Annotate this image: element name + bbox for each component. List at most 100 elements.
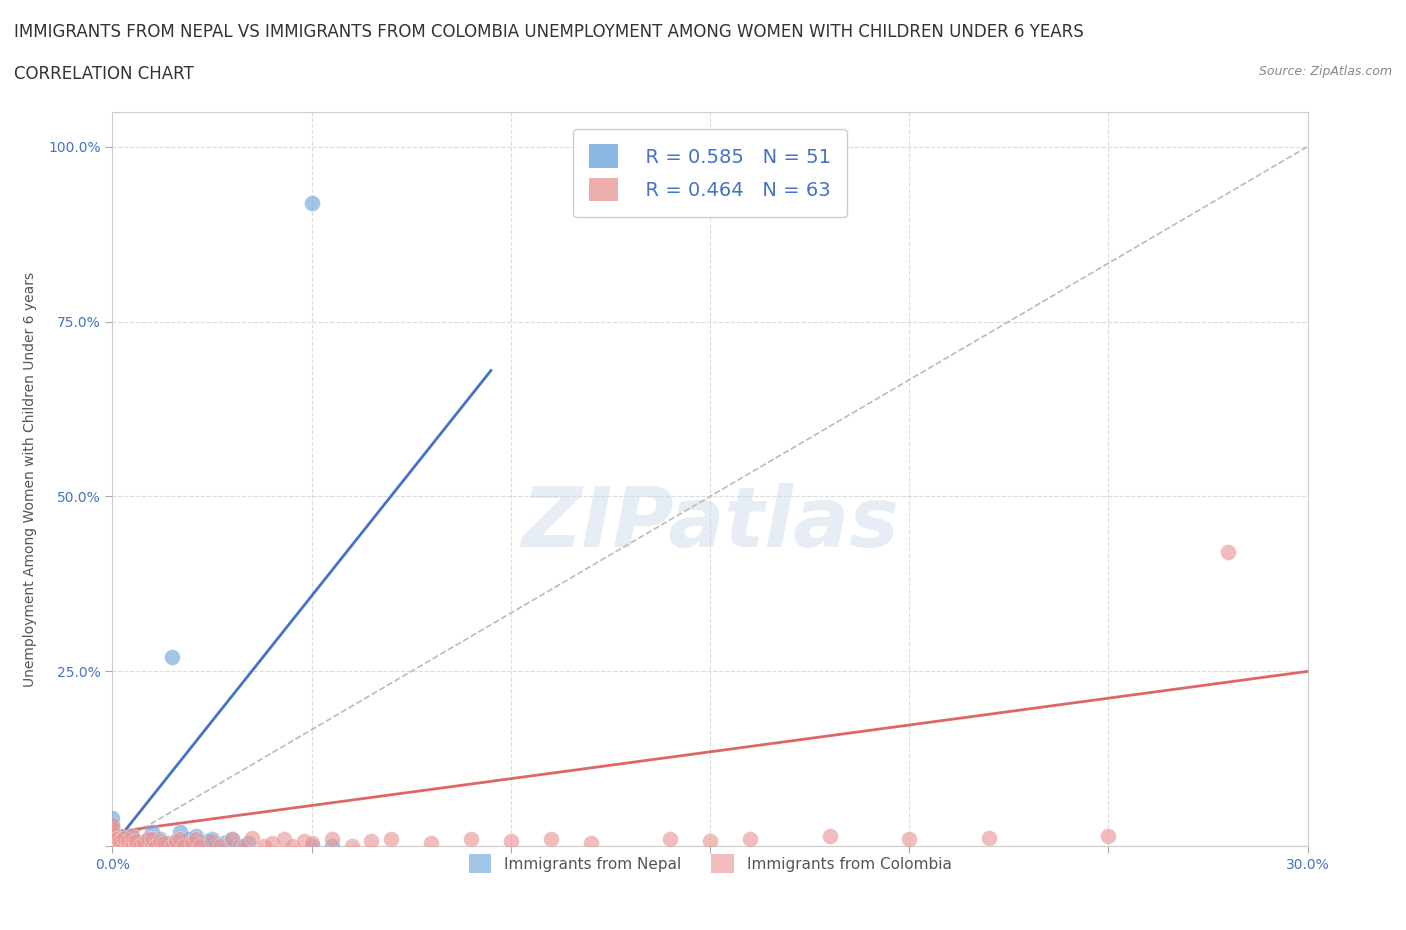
Point: [117, 839, 139, 854]
Point: [898, 831, 921, 846]
Point: [101, 839, 124, 854]
Point: [205, 839, 228, 854]
Point: [201, 833, 224, 848]
Point: [738, 831, 761, 846]
Point: [134, 835, 156, 850]
Point: [177, 831, 200, 846]
Point: [818, 829, 841, 844]
Point: [145, 835, 167, 850]
Point: [114, 835, 135, 850]
Point: [141, 839, 163, 854]
Point: [169, 831, 191, 846]
Point: [125, 833, 148, 848]
Point: [149, 831, 172, 846]
Point: [121, 839, 143, 854]
Point: [101, 839, 124, 854]
Point: [117, 839, 139, 854]
Point: [153, 839, 176, 854]
Point: [121, 829, 143, 844]
Point: [340, 839, 363, 854]
Point: [188, 839, 211, 854]
Point: [221, 831, 243, 846]
Point: [101, 829, 124, 844]
Point: [129, 839, 152, 854]
Point: [101, 825, 124, 840]
Point: [101, 817, 124, 832]
Point: [157, 835, 180, 850]
Point: [101, 811, 124, 826]
Point: [117, 833, 139, 848]
Point: [101, 821, 124, 836]
Point: [101, 835, 124, 850]
Point: [201, 831, 224, 846]
Point: [121, 829, 143, 844]
Text: ZIPatlas: ZIPatlas: [522, 483, 898, 564]
Point: [101, 821, 124, 836]
Point: [173, 839, 195, 854]
Point: [121, 839, 143, 854]
Point: [360, 833, 382, 848]
Point: [153, 835, 176, 850]
Point: [105, 831, 128, 846]
Point: [105, 839, 128, 854]
Point: [977, 830, 1000, 845]
Point: [141, 839, 163, 854]
Point: [101, 817, 124, 832]
Point: [101, 835, 124, 850]
Point: [181, 835, 204, 850]
Point: [173, 839, 195, 854]
Point: [221, 831, 243, 846]
Point: [162, 839, 183, 854]
Point: [138, 831, 160, 846]
Point: [579, 835, 602, 850]
Point: [233, 839, 256, 854]
Point: [117, 833, 139, 848]
Point: [162, 839, 183, 854]
Text: Source: ZipAtlas.com: Source: ZipAtlas.com: [1258, 65, 1392, 78]
Point: [197, 833, 219, 848]
Point: [101, 825, 124, 840]
Point: [134, 835, 156, 850]
Point: [380, 831, 402, 846]
Point: [292, 833, 315, 848]
Y-axis label: Unemployment Among Women with Children Under 6 years: Unemployment Among Women with Children U…: [22, 272, 37, 686]
Point: [110, 833, 132, 848]
Point: [240, 830, 263, 845]
Point: [229, 839, 252, 854]
Point: [110, 839, 132, 854]
Point: [186, 829, 208, 844]
Point: [321, 831, 343, 846]
Point: [699, 833, 721, 848]
Point: [121, 835, 143, 850]
Point: [114, 831, 135, 846]
Point: [659, 831, 682, 846]
Point: [114, 830, 135, 845]
Point: [125, 833, 148, 848]
Point: [260, 835, 283, 850]
Point: [141, 825, 163, 840]
Point: [236, 835, 259, 850]
Point: [105, 839, 128, 854]
Point: [165, 833, 187, 848]
Point: [273, 831, 295, 846]
Point: [460, 831, 482, 846]
Point: [281, 839, 304, 854]
Point: [301, 839, 323, 854]
Point: [105, 831, 128, 846]
Point: [138, 831, 160, 846]
Point: [169, 825, 191, 840]
Point: [114, 839, 135, 854]
Point: [110, 829, 132, 844]
Point: [1097, 829, 1119, 844]
Point: [1216, 545, 1239, 560]
Text: CORRELATION CHART: CORRELATION CHART: [14, 65, 194, 83]
Legend: Immigrants from Nepal, Immigrants from Colombia: Immigrants from Nepal, Immigrants from C…: [463, 848, 957, 879]
Point: [253, 839, 276, 854]
Text: IMMIGRANTS FROM NEPAL VS IMMIGRANTS FROM COLOMBIA UNEMPLOYMENT AMONG WOMEN WITH : IMMIGRANTS FROM NEPAL VS IMMIGRANTS FROM…: [14, 23, 1084, 41]
Point: [125, 839, 148, 854]
Point: [141, 831, 163, 846]
Point: [499, 833, 522, 848]
Point: [114, 839, 135, 854]
Point: [181, 835, 204, 850]
Point: [101, 831, 124, 846]
